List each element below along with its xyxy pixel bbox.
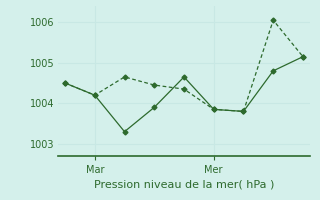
X-axis label: Pression niveau de la mer( hPa ): Pression niveau de la mer( hPa ) [94,179,274,189]
